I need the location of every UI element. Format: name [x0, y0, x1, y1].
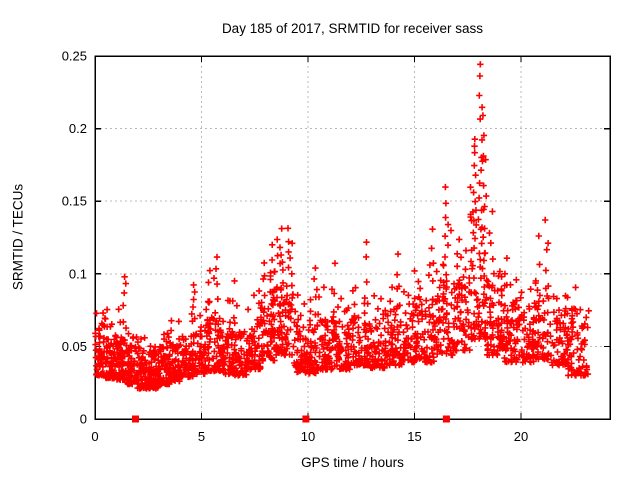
x-tick-label: 0 [91, 429, 98, 444]
baseline-markers [132, 415, 450, 423]
y-tick-label: 0.2 [69, 121, 87, 136]
y-tick-label: 0.25 [62, 49, 87, 64]
x-tick-label: 15 [407, 429, 421, 444]
tick-marks [94, 55, 610, 420]
chart-title: Day 185 of 2017, SRMTID for receiver sas… [221, 21, 484, 36]
plot-border [94, 55, 611, 420]
baseline-square-marker [302, 415, 310, 423]
x-tick-labels: 0 5 10 15 20 [91, 429, 528, 444]
x-axis-label: GPS time / hours [301, 455, 404, 470]
baseline-square-marker [132, 415, 139, 423]
scatter-points [92, 61, 592, 392]
y-tick-label: 0 [80, 412, 87, 427]
y-tick-label: 0.05 [62, 339, 87, 354]
y-tick-label: 0.15 [62, 194, 87, 209]
x-tick-label: 20 [514, 429, 528, 444]
baseline-square-marker [442, 415, 450, 423]
x-tick-label: 10 [301, 429, 315, 444]
y-tick-labels: 0 0.05 0.1 0.15 0.2 0.25 [62, 49, 87, 427]
y-tick-label: 0.1 [69, 266, 87, 281]
x-tick-label: 5 [198, 429, 205, 444]
